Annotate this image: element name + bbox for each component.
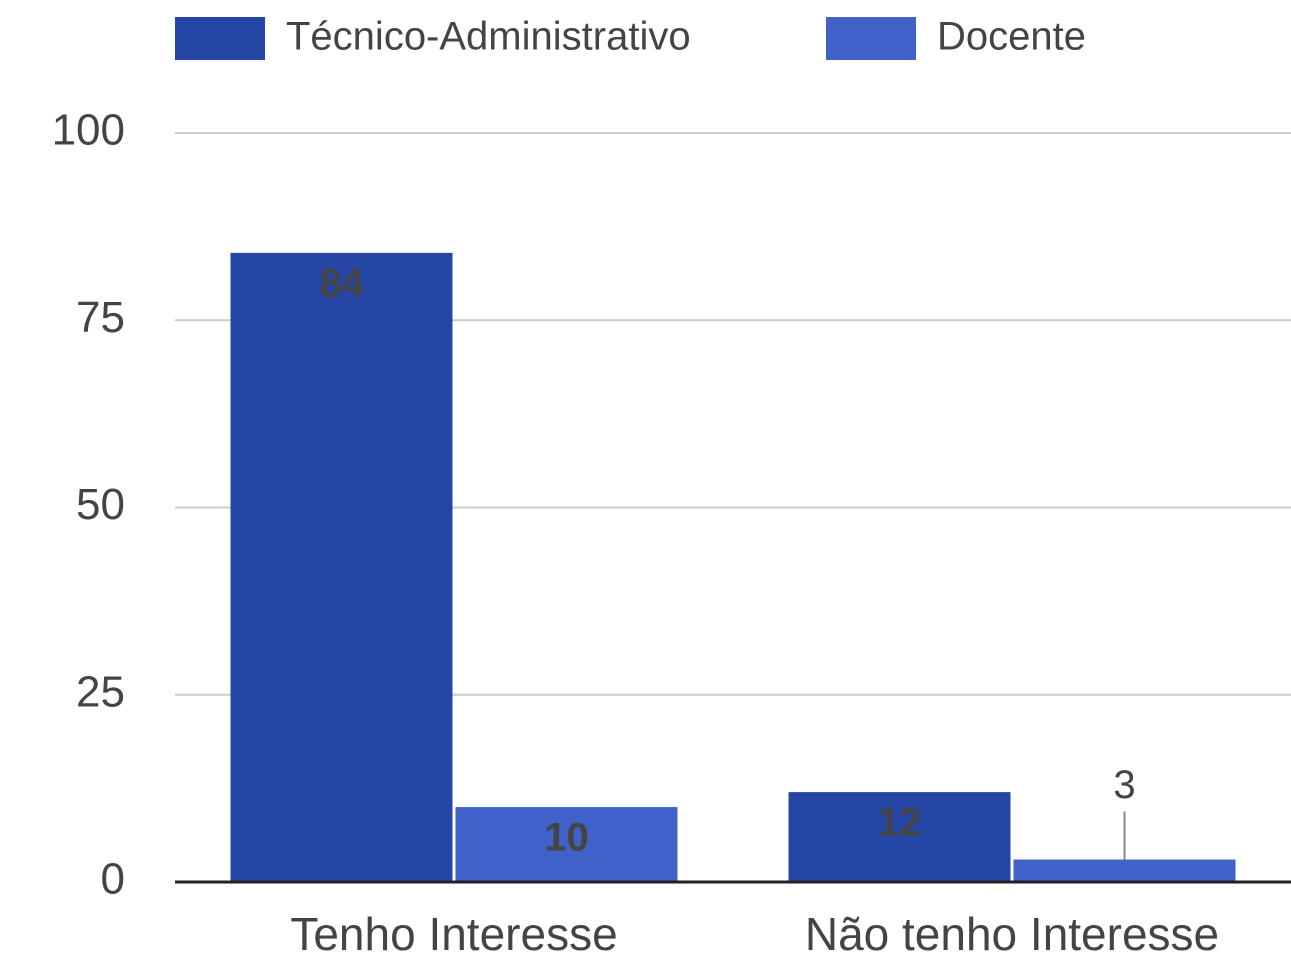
bar [455, 807, 678, 882]
data-label: 3 [1113, 763, 1135, 807]
y-tick-label: 0 [101, 855, 125, 904]
legend-label: Docente [937, 15, 1086, 59]
data-label: 84 [319, 261, 364, 305]
y-tick-label: 25 [76, 667, 125, 716]
bar [1013, 859, 1236, 882]
bar [230, 252, 453, 883]
x-tick-label: Tenho Interesse [290, 908, 617, 960]
data-label: 10 [544, 816, 589, 860]
legend-swatch [826, 17, 916, 60]
data-label: 12 [877, 801, 922, 845]
legend-swatch [175, 17, 265, 60]
x-tick-label: Não tenho Interesse [805, 908, 1219, 960]
y-tick-label: 100 [52, 106, 125, 155]
bar [788, 792, 1011, 882]
y-tick-label: 75 [76, 293, 125, 342]
y-tick-label: 50 [76, 480, 125, 529]
legend-label: Técnico-Administrativo [286, 15, 691, 59]
